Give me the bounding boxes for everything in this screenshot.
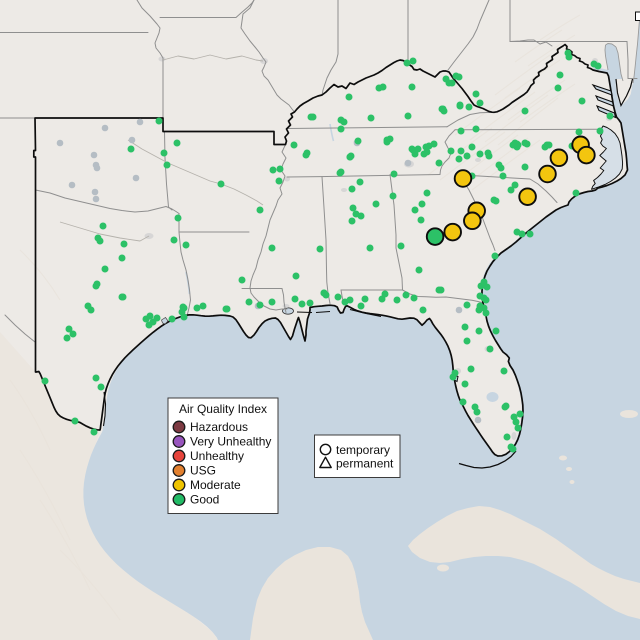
- svg-text:Good: Good: [190, 493, 219, 507]
- svg-text:Unhealthy: Unhealthy: [190, 449, 244, 463]
- svg-text:Moderate: Moderate: [190, 478, 241, 492]
- svg-text:Very Unhealthy: Very Unhealthy: [190, 435, 271, 449]
- svg-text:USG: USG: [190, 464, 216, 478]
- svg-text:Air Quality Index: Air Quality Index: [179, 402, 267, 416]
- svg-text:permanent: permanent: [336, 456, 394, 470]
- svg-text:Hazardous: Hazardous: [190, 420, 248, 434]
- svg-text:temporary: temporary: [336, 443, 390, 457]
